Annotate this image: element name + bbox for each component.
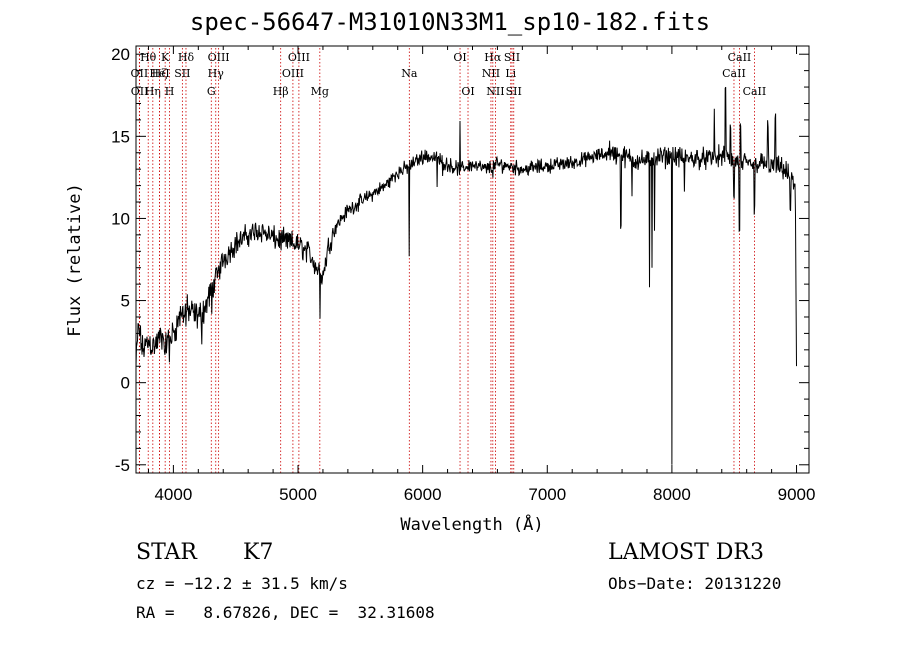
line-marker-label: Hδ [178,51,195,64]
y-tick-label: 20 [111,45,130,64]
line-marker-label: HeI [149,67,169,80]
line-marker-label: H [165,85,175,98]
axis-ticks: 4000 5000 6000 7000 8000 9000 -5 0 5 10 15 20 [111,45,815,504]
line-marker-label: G [207,85,216,98]
line-marker-label: K [161,51,170,64]
line-marker-label: CaII [722,67,746,80]
coordinates: RA = 8.67826, DEC = 32.31608 [136,603,435,622]
plot-frame [135,45,810,474]
line-marker-label: OIII [282,67,304,80]
line-marker-label: Hα [484,51,502,64]
line-marker-label: SII [174,67,190,80]
x-tick-label: 5000 [279,485,317,504]
y-tick-label: 5 [121,292,130,311]
y-tick-label: -5 [115,456,130,475]
line-marker-label: Li [505,67,516,80]
x-tick-label: 4000 [154,485,192,504]
x-axis-label: Wavelength (Å) [400,513,543,535]
line-marker-label: Hθ [140,51,157,64]
x-tick-label: 7000 [528,485,566,504]
chart-title: spec-56647-M31010N33M1_sp10-182.fits [189,8,711,36]
y-axis-label: Flux (relative) [65,183,85,337]
line-marker-label: OI [453,51,466,64]
x-tick-label: 6000 [404,485,442,504]
spectrum-line [135,86,797,465]
line-marker-label: NII [482,67,500,80]
x-tick-label: 9000 [778,485,816,504]
line-marker-label: OIII [288,51,310,64]
y-tick-label: 10 [111,209,130,228]
x-tick-label: 8000 [653,485,691,504]
obs-date: Obs−Date: 20131220 [608,574,782,593]
line-marker-label: Na [401,67,418,80]
subclass-label: K7 [243,540,274,565]
line-marker-label: NII [486,85,504,98]
class-label: STAR [136,540,197,565]
line-marker-label: Hγ [208,67,225,80]
line-marker-label: Hβ [273,85,289,98]
line-marker-label: Hη [145,85,161,98]
line-marker-label: SII [506,85,522,98]
cz-value: cz = −12.2 ± 31.5 km/s [136,574,348,593]
y-tick-label: 15 [111,127,130,146]
line-marker-label: CaII [743,85,767,98]
line-marker-label: OIII [208,51,230,64]
line-marker-label: OII [131,85,149,98]
line-marker-label: OI [461,85,474,98]
line-marker-label: Mg [311,85,329,98]
line-marker-label: CaII [728,51,752,64]
survey-label: LAMOST DR3 [608,540,764,565]
line-marker-label: SII [504,51,520,64]
y-tick-label: 0 [121,374,130,393]
